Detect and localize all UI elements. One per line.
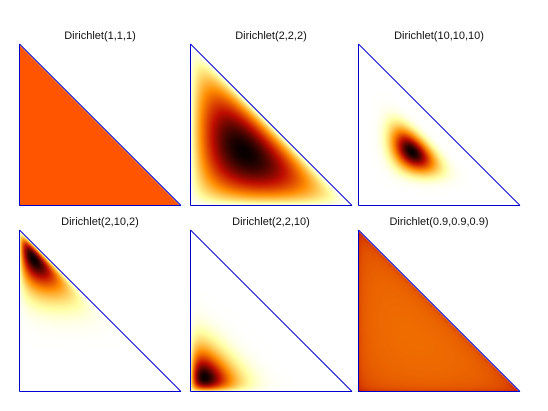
panel-title: Dirichlet(1,1,1): [15, 30, 185, 42]
simplex-edge-line: [359, 230, 521, 392]
panel-title: Dirichlet(10,10,10): [354, 30, 524, 42]
panel-title: Dirichlet(2,2,10): [186, 216, 356, 228]
panel-title: Dirichlet(2,2,2): [186, 30, 356, 42]
simplex-frame: [358, 230, 520, 392]
simplex-frame: [358, 44, 520, 206]
simplex-edge-line: [191, 230, 353, 392]
panel-title: Dirichlet(2,10,2): [15, 216, 185, 228]
simplex-frame: [190, 230, 352, 392]
simplex-frame: [190, 44, 352, 206]
panel-title: Dirichlet(0.9,0.9,0.9): [354, 216, 524, 228]
simplex-frame: [19, 44, 181, 206]
simplex-frame: [19, 230, 181, 392]
simplex-edge-line: [191, 44, 353, 206]
simplex-edge-line: [20, 44, 182, 206]
simplex-edge-line: [359, 44, 521, 206]
simplex-edge-line: [20, 230, 182, 392]
